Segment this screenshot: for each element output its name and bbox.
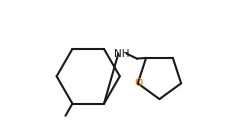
Text: O: O bbox=[134, 78, 143, 88]
Text: NH: NH bbox=[114, 49, 130, 59]
